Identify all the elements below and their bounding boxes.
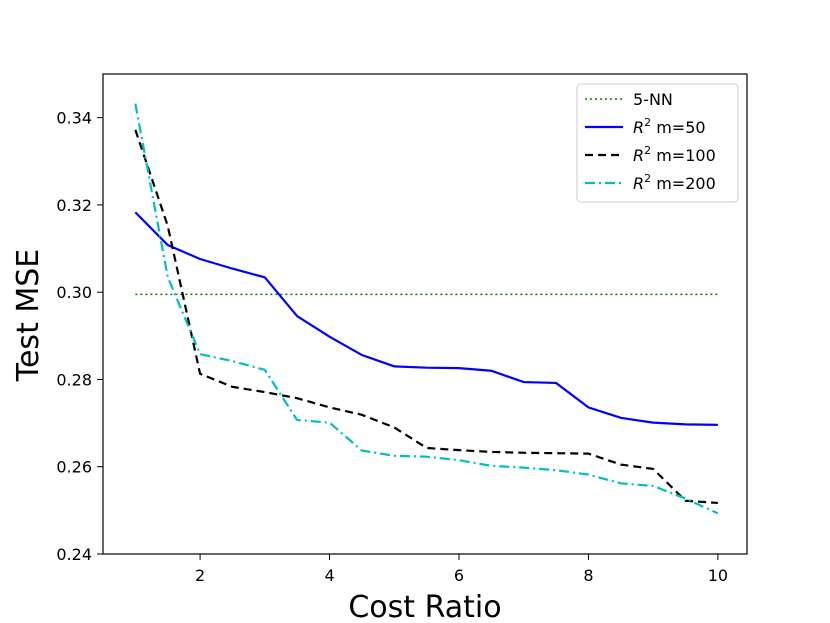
legend-box xyxy=(576,83,739,203)
y-axis-label: Test MSE xyxy=(11,249,46,383)
x-axis-label: Cost Ratio xyxy=(348,590,501,623)
legend-label-3: R2 m=200 xyxy=(633,172,716,193)
x-tick-label: 10 xyxy=(708,566,728,585)
x-tick-label: 2 xyxy=(195,566,205,585)
legend: 5-NN R2 m=50 R2 m=100 R2 m=200 xyxy=(576,83,739,203)
x-tick-label: 6 xyxy=(454,566,464,585)
legend-label-0: 5-NN xyxy=(633,90,673,109)
plot-frame xyxy=(102,73,748,555)
x-axis: 2 4 6 8 10 xyxy=(195,554,728,585)
y-tick-label: 0.32 xyxy=(56,196,92,215)
series-line-3 xyxy=(134,103,719,515)
legend-label-1: R2 m=50 xyxy=(633,116,706,137)
x-tick-label: 4 xyxy=(324,566,334,585)
legend-label-2: R2 m=100 xyxy=(633,144,716,165)
y-tick-label: 0.26 xyxy=(56,458,92,477)
y-tick-label: 0.24 xyxy=(56,545,92,564)
y-tick-label: 0.30 xyxy=(56,283,92,302)
series-layer xyxy=(134,103,719,515)
x-tick-label: 8 xyxy=(583,566,593,585)
series-line-1 xyxy=(134,211,718,426)
y-tick-label: 0.34 xyxy=(56,109,92,128)
y-axis: 0.24 0.26 0.28 0.30 0.32 0.34 xyxy=(56,109,103,564)
series-line-2 xyxy=(134,129,718,505)
y-tick-label: 0.28 xyxy=(56,370,92,389)
